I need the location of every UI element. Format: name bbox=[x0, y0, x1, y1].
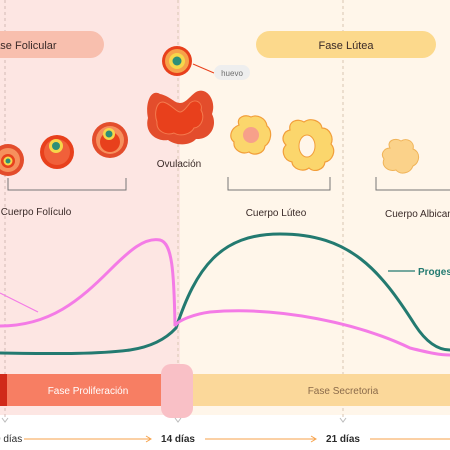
follicular-phase-label: Fase Folicular bbox=[0, 40, 57, 52]
day-21-tick bbox=[339, 417, 347, 423]
secretory-phase-label: Fase Secretoria bbox=[308, 386, 379, 397]
arrowhead-2 bbox=[310, 435, 317, 443]
day-21-label: 21 días bbox=[326, 434, 360, 445]
progesterone-curve bbox=[0, 232, 450, 356]
corpus-luteum-small bbox=[230, 115, 272, 155]
luteal-phase-label: Fase Lútea bbox=[318, 40, 374, 52]
corpus-luteum-bracket bbox=[227, 177, 331, 191]
egg-callout bbox=[214, 65, 250, 80]
ovulation-window-marker bbox=[161, 364, 193, 418]
corpus-luteum-label: Cuerpo Lúteo bbox=[246, 208, 307, 219]
secretory-phase-bar bbox=[191, 374, 450, 406]
luteal-phase-pill bbox=[256, 31, 436, 58]
ruptured-follicle bbox=[147, 90, 215, 145]
luteal-phase-background bbox=[180, 0, 450, 415]
follicle-stage-label: Cuerpo Folículo bbox=[1, 207, 72, 218]
follicle-stage-3 bbox=[92, 122, 128, 158]
follicle-stage-1 bbox=[0, 144, 24, 176]
proliferation-phase-bar bbox=[0, 374, 176, 406]
day-0-tick bbox=[1, 417, 9, 423]
arrowhead-1 bbox=[145, 435, 152, 443]
egg-pointer-line bbox=[192, 63, 215, 74]
corpus-luteum-large bbox=[282, 119, 335, 172]
estrogen-curve bbox=[0, 238, 450, 357]
corpus-albicans bbox=[381, 138, 420, 174]
ovulation-label: Ovulación bbox=[157, 159, 201, 170]
menstruation-bar bbox=[0, 374, 7, 406]
proliferation-phase-label: Fase Proliferación bbox=[48, 386, 129, 397]
corpus-albicans-bracket bbox=[375, 177, 450, 191]
follicular-phase-pill bbox=[0, 31, 104, 58]
day-0-label: 0 días bbox=[0, 434, 22, 445]
progesterone-label: Progesterona bbox=[418, 267, 450, 278]
estrogen-pointer-line bbox=[0, 292, 39, 313]
egg-label: huevo bbox=[221, 69, 243, 78]
day-14-label: 14 días bbox=[161, 434, 195, 445]
corpus-albicans-label: Cuerpo Albicans bbox=[385, 209, 450, 220]
egg-cell bbox=[162, 46, 192, 76]
follicle-stage-2 bbox=[40, 135, 74, 169]
day-14-tick bbox=[174, 417, 182, 423]
follicle-bracket bbox=[7, 178, 127, 191]
